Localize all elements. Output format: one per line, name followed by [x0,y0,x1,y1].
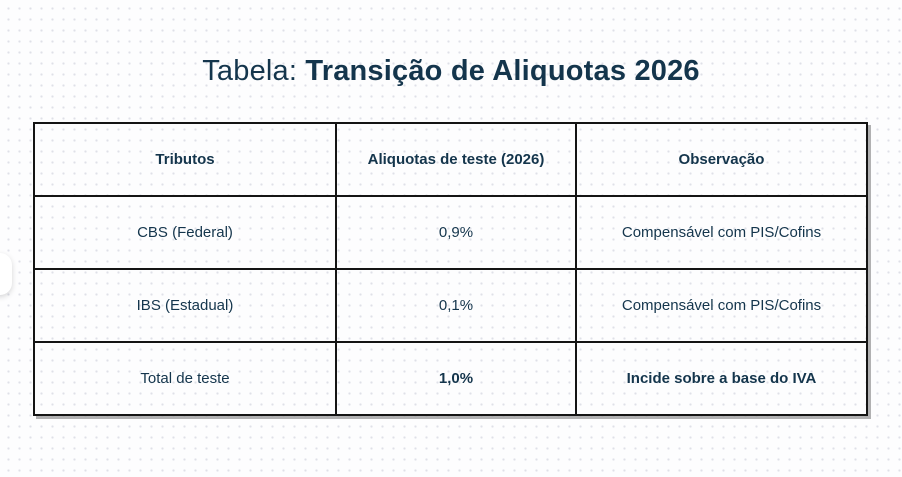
cell-observacao-total: Incide sobre a base do IVA [575,341,868,416]
cell-aliquota: 0,1% [335,268,577,343]
cell-aliquota-total: 1,0% [335,341,577,416]
cell-observacao: Compensável com PIS/Cofins [575,268,868,343]
cell-tributo: Total de teste [33,341,337,416]
table-row-total: Total de teste 1,0% Incide sobre a base … [33,341,868,416]
table-header-row: Tributos Aliquotas de teste (2026) Obser… [33,122,868,197]
page-title: Tabela: Transição de Aliquotas 2026 [0,55,902,88]
page-title-emphasis: Transição de Aliquotas 2026 [305,55,700,87]
column-header-observacao: Observação [575,122,868,197]
column-header-aliquotas: Aliquotas de teste (2026) [335,122,577,197]
cell-observacao: Compensável com PIS/Cofins [575,195,868,270]
table-row-cbs: CBS (Federal) 0,9% Compensável com PIS/C… [33,195,868,270]
column-header-tributos: Tributos [33,122,337,197]
aliquotas-table: Tributos Aliquotas de teste (2026) Obser… [33,122,868,416]
cell-tributo: CBS (Federal) [33,195,337,270]
side-panel-handle[interactable] [0,253,12,295]
table-row-ibs: IBS (Estadual) 0,1% Compensável com PIS/… [33,268,868,343]
cell-tributo: IBS (Estadual) [33,268,337,343]
page-title-prefix: Tabela: [202,55,306,87]
cell-aliquota: 0,9% [335,195,577,270]
